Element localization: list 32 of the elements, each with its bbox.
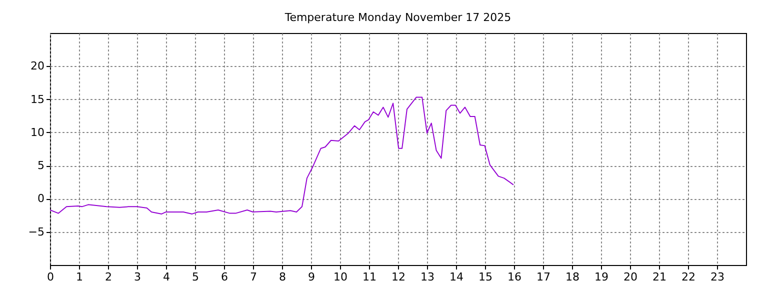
x-tick-label: 20 bbox=[624, 270, 638, 284]
x-tick-label: 0 bbox=[47, 270, 54, 284]
x-tick-label: 7 bbox=[250, 270, 257, 284]
x-tick-label: 18 bbox=[566, 270, 580, 284]
x-tick-label: 2 bbox=[105, 270, 112, 284]
x-tick-label: 5 bbox=[192, 270, 199, 284]
chart-title: Temperature Monday November 17 2025 bbox=[284, 11, 512, 24]
x-tick-label: 9 bbox=[308, 270, 315, 284]
line-series bbox=[50, 96, 514, 214]
x-tick-label: 4 bbox=[163, 270, 170, 284]
x-tick-label: 12 bbox=[392, 270, 406, 284]
x-tick-label: 8 bbox=[279, 270, 286, 284]
x-tick-label: 23 bbox=[710, 270, 724, 284]
x-tick-label: 22 bbox=[682, 270, 696, 284]
x-tick-label: 17 bbox=[536, 270, 550, 284]
y-tick-label: 15 bbox=[30, 92, 44, 106]
y-tick-label: 10 bbox=[30, 126, 44, 139]
y-tick-label: 0 bbox=[38, 192, 44, 206]
x-tick-label: 6 bbox=[221, 270, 228, 284]
x-tick-label: 11 bbox=[362, 270, 376, 284]
x-tick-label: 14 bbox=[450, 270, 464, 284]
y-tick-label: 20 bbox=[30, 60, 44, 73]
y-tick-label: −5 bbox=[28, 225, 44, 238]
x-tick-label: 19 bbox=[594, 270, 608, 284]
x-tick-label: 3 bbox=[134, 270, 141, 284]
x-tick-label: 15 bbox=[478, 270, 492, 284]
x-tick-label: 16 bbox=[508, 270, 522, 284]
x-tick-label: 21 bbox=[652, 270, 666, 284]
x-tick-label: 10 bbox=[334, 270, 348, 284]
x-tick-label: 1 bbox=[76, 270, 83, 284]
y-tick-label: 5 bbox=[38, 159, 44, 172]
x-tick-label: 13 bbox=[420, 270, 434, 284]
